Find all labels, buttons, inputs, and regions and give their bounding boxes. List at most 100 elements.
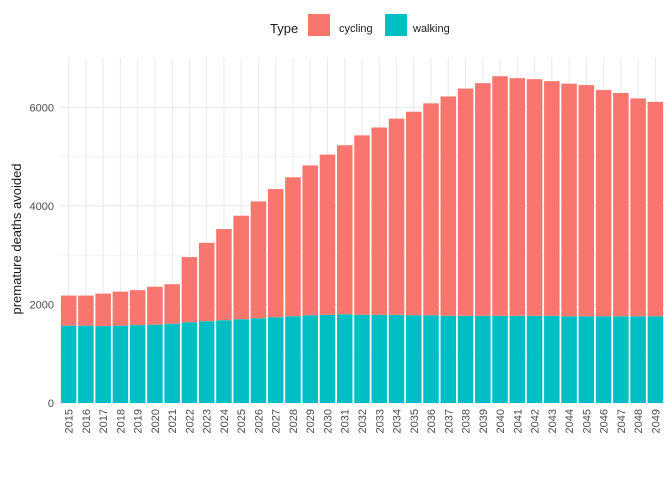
bar-cycling-2032 [354, 135, 370, 315]
bar-cycling-2028 [285, 177, 301, 317]
bar-walking-2048 [630, 316, 646, 403]
legend-swatch-walking [385, 14, 407, 36]
x-tick-label: 2042 [530, 409, 542, 433]
bar-walking-2044 [561, 316, 577, 403]
y-tick-label: 0 [48, 398, 54, 410]
bar-cycling-2021 [164, 284, 180, 324]
x-tick-label: 2029 [305, 409, 317, 433]
legend-swatch-cycling [308, 14, 330, 36]
x-tick-label: 2034 [392, 409, 404, 433]
y-axis: 0 2000 4000 6000 [30, 102, 54, 410]
y-tick-label: 4000 [30, 201, 54, 213]
x-tick-label: 2032 [357, 409, 369, 433]
x-tick-label: 2031 [340, 409, 352, 433]
x-tick-label: 2027 [271, 409, 283, 433]
bar-cycling-2043 [544, 81, 560, 316]
x-tick-label: 2021 [167, 409, 179, 433]
x-tick-label: 2023 [202, 409, 214, 433]
bar-cycling-2040 [492, 76, 508, 316]
bar-cycling-2035 [406, 111, 422, 316]
bar-walking-2023 [198, 321, 215, 403]
bar-walking-2029 [302, 315, 318, 403]
bar-cycling-2041 [509, 78, 526, 316]
legend-label-cycling: cycling [339, 23, 373, 35]
bar-walking-2033 [371, 314, 388, 403]
y-tick-label: 2000 [30, 299, 54, 311]
y-axis-title: premature deaths avoided [9, 163, 24, 314]
x-tick-label: 2015 [64, 409, 76, 433]
bar-cycling-2047 [613, 92, 629, 317]
bar-cycling-2038 [457, 88, 474, 316]
bar-walking-2047 [613, 316, 629, 403]
x-tick-label: 2028 [288, 409, 300, 433]
bar-walking-2039 [475, 315, 491, 403]
bar-walking-2020 [147, 324, 163, 403]
bar-cycling-2044 [561, 83, 577, 317]
bar-cycling-2036 [423, 103, 439, 316]
bar-cycling-2022 [181, 257, 198, 323]
bar-cycling-2023 [198, 242, 215, 322]
x-tick-label: 2049 [650, 409, 662, 433]
bar-cycling-2049 [647, 101, 664, 317]
bar-cycling-2039 [475, 83, 491, 316]
x-tick-label: 2024 [219, 409, 231, 433]
bar-cycling-2034 [388, 118, 405, 315]
bar-walking-2017 [95, 326, 111, 403]
bar-cycling-2020 [147, 286, 163, 325]
y-tick-label: 6000 [30, 102, 54, 114]
bar-cycling-2025 [233, 215, 249, 320]
bar-walking-2030 [319, 314, 336, 403]
bar-walking-2015 [60, 325, 77, 403]
bar-cycling-2027 [267, 189, 284, 318]
bar-cycling-2046 [595, 90, 612, 317]
bar-cycling-2015 [60, 295, 77, 326]
x-tick-label: 2048 [633, 409, 645, 433]
bar-walking-2028 [285, 316, 301, 403]
legend-label-walking: walking [412, 23, 450, 35]
bar-walking-2016 [78, 325, 94, 403]
x-tick-label: 2018 [115, 409, 127, 433]
legend: Type cycling walking [270, 14, 450, 36]
bar-walking-2027 [267, 317, 284, 403]
bar-walking-2019 [129, 325, 146, 403]
bar-cycling-2042 [526, 79, 543, 316]
x-axis: 2015 2016 2017 2018 2019 2020 2021 2022 2023 2024… [64, 409, 663, 433]
bar-cycling-2019 [129, 290, 146, 326]
bar-walking-2040 [492, 315, 508, 403]
bar-walking-2032 [354, 314, 370, 403]
x-tick-label: 2039 [478, 409, 490, 433]
x-tick-label: 2020 [150, 409, 162, 433]
bar-walking-2046 [595, 316, 612, 403]
bar-walking-2031 [336, 314, 353, 403]
x-tick-label: 2019 [133, 409, 145, 433]
bar-cycling-2018 [112, 291, 129, 326]
legend-title: Type [270, 21, 298, 36]
bar-walking-2022 [181, 322, 198, 403]
bar-cycling-2033 [371, 127, 388, 315]
bar-walking-2037 [440, 315, 457, 403]
bar-walking-2035 [406, 315, 422, 403]
bar-walking-2025 [233, 319, 249, 403]
bar-walking-2026 [250, 318, 267, 403]
bar-cycling-2030 [319, 154, 336, 315]
bar-cycling-2024 [216, 229, 232, 321]
x-tick-label: 2038 [461, 409, 473, 433]
bar-cycling-2016 [78, 295, 94, 326]
x-tick-label: 2036 [426, 409, 438, 433]
x-tick-label: 2025 [236, 409, 248, 433]
x-tick-label: 2041 [512, 409, 524, 433]
x-tick-label: 2035 [409, 409, 421, 433]
bar-cycling-2029 [302, 165, 318, 316]
x-tick-label: 2047 [616, 409, 628, 433]
bar-cycling-2026 [250, 201, 267, 319]
bar-walking-2042 [526, 315, 543, 403]
bar-cycling-2045 [578, 85, 595, 317]
bars [60, 76, 664, 403]
x-tick-label: 2016 [81, 409, 93, 433]
bar-walking-2018 [112, 325, 129, 403]
x-tick-label: 2040 [495, 409, 507, 433]
x-tick-label: 2045 [581, 409, 593, 433]
bar-walking-2036 [423, 315, 439, 403]
